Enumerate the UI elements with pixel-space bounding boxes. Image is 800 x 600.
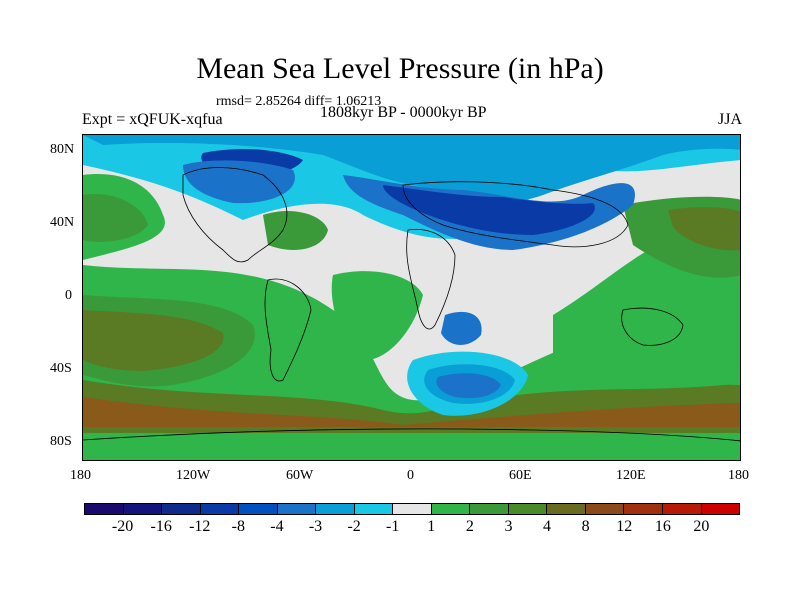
south-america-outline	[264, 278, 312, 382]
season-label: JJA	[717, 111, 742, 128]
colorbar-swatch	[316, 504, 355, 514]
eurasia-dark-blue	[383, 185, 595, 235]
eurasia-outline	[402, 181, 629, 248]
north-america-outline	[182, 167, 288, 263]
period-label: 1808kyr BP - 0000kyr BP	[320, 104, 487, 121]
colorbar-swatch	[393, 504, 432, 514]
colorbar-swatch	[508, 504, 548, 514]
colorbar-swatch	[585, 504, 625, 514]
lon-label-120w: 120W	[176, 468, 211, 483]
europe-africa-outline	[406, 228, 456, 330]
colorbar-label: -12	[189, 518, 211, 535]
lon-label-60e: 60E	[509, 468, 532, 483]
colorbar-swatch	[470, 504, 509, 514]
colorbar-swatch	[239, 504, 278, 514]
colorbar-label: -20	[111, 518, 134, 535]
antarctic-strip	[83, 433, 740, 460]
antarctica-outline	[83, 428, 740, 442]
lat-label-80n: 80N	[50, 142, 75, 157]
colorbar-label: 20	[693, 518, 710, 535]
map-field	[83, 135, 740, 460]
colorbar-swatch	[624, 504, 663, 514]
colorbar-swatch	[701, 504, 740, 514]
pacific-olive-patch	[83, 194, 148, 242]
colorbar-label: 8	[581, 518, 590, 535]
arctic-blue	[183, 160, 295, 204]
colorbar-label: -2	[347, 518, 361, 535]
lon-label-120e: 120E	[616, 468, 646, 483]
colorbar-swatch	[85, 504, 124, 514]
colorbar-label: 3	[504, 518, 513, 535]
colorbar-swatch	[277, 504, 317, 514]
lon-label-180w: 180	[70, 468, 91, 483]
colorbar-swatch	[547, 504, 586, 514]
colorbar-swatch	[200, 504, 240, 514]
lat-label-40n: 40N	[50, 215, 75, 230]
lon-label-0: 0	[407, 468, 414, 483]
atlantic-green-tongue	[331, 271, 423, 361]
lat-label-40s: 40S	[50, 361, 72, 376]
lon-label-180e: 180	[728, 468, 749, 483]
colorbar-swatch	[123, 504, 163, 514]
colorbar-label: -4	[270, 518, 284, 535]
australia-outline	[621, 307, 684, 346]
experiment-label: Expt = xQFUK-xqfua	[82, 111, 223, 128]
southern-ocean-brown	[83, 397, 740, 427]
north-atlantic-green	[263, 210, 328, 250]
lat-label-0: 0	[65, 288, 72, 303]
plot-title: Mean Sea Level Pressure (in hPa)	[196, 52, 604, 85]
lat-label-80s: 80S	[50, 434, 72, 449]
colorbar-swatch	[354, 504, 394, 514]
colorbar-label: 16	[654, 518, 671, 535]
map-panel	[82, 134, 741, 461]
colorbar-label: 12	[616, 518, 633, 535]
colorbar-swatch	[662, 504, 702, 514]
madagascar-low	[441, 311, 482, 345]
arctic-mid-blue	[83, 135, 740, 202]
colorbar-label: -1	[386, 518, 400, 535]
colorbar-swatch	[431, 504, 471, 514]
colorbar-label: -16	[150, 518, 172, 535]
colorbar-label: -8	[231, 518, 246, 535]
south-atlantic-blue	[436, 373, 501, 399]
colorbar-label: -3	[308, 518, 323, 535]
colorbar-label: 1	[427, 518, 436, 535]
colorbar	[84, 503, 740, 515]
colorbar-label: 4	[543, 518, 552, 535]
stats-label: rmsd= 2.85264 diff= 1.06213	[216, 94, 382, 109]
coastlines	[83, 167, 740, 442]
colorbar-swatch	[162, 504, 201, 514]
west-pacific-brown	[668, 207, 740, 251]
colorbar-label: 2	[465, 518, 474, 535]
lon-label-60w: 60W	[286, 468, 314, 483]
south-pacific-brown	[83, 310, 224, 371]
